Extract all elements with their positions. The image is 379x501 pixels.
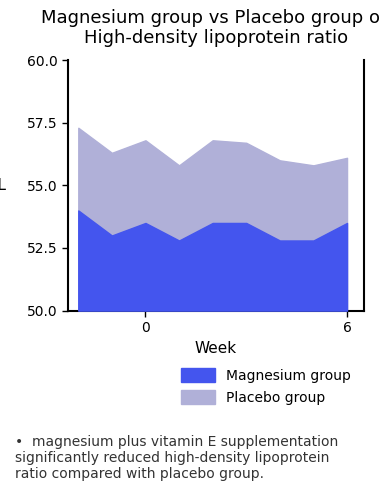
Title: Magnesium group vs Placebo group on
High-density lipoprotein ratio: Magnesium group vs Placebo group on High… [41,9,379,48]
Legend: Magnesium group, Placebo group: Magnesium group, Placebo group [175,363,357,410]
Text: •  magnesium plus vitamin E supplementation
significantly reduced high-density l: • magnesium plus vitamin E supplementati… [15,434,338,481]
X-axis label: Week: Week [195,341,237,356]
Y-axis label: mg/dL: mg/dL [0,178,6,193]
